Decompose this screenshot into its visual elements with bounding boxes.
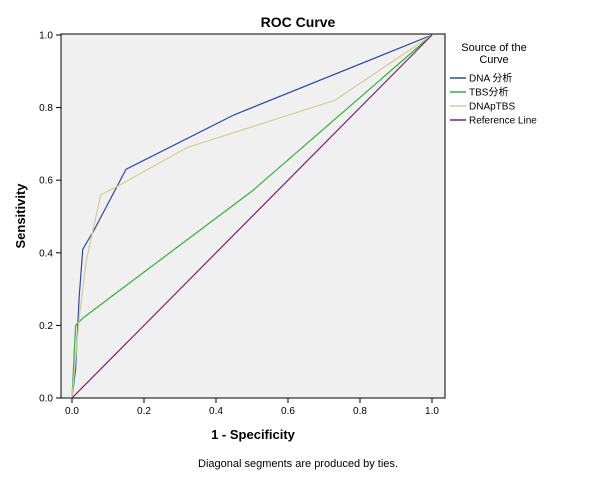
y-axis-ticks: 0.0 0.2 0.4 0.6 0.8 1.0	[39, 31, 61, 405]
legend-label: Reference Line	[469, 116, 537, 127]
x-tick-label: 0.0	[65, 406, 79, 417]
x-tick-label: 0.6	[281, 406, 295, 417]
x-axis-ticks: 0.0 0.2 0.4 0.6 0.8 1.0	[65, 398, 439, 417]
footnote: Diagonal segments are produced by ties.	[198, 458, 398, 470]
y-tick-label: 0.8	[39, 103, 53, 114]
y-axis-title: Sensitivity	[13, 183, 28, 249]
curve-2	[71, 34, 433, 399]
legend-label: TBS分析	[469, 86, 508, 99]
legend-title-line1: Source of the	[461, 42, 526, 54]
y-tick-label: 0.6	[39, 176, 53, 187]
x-tick-label: 0.2	[137, 406, 151, 417]
chart-title: ROC Curve	[261, 14, 336, 30]
y-tick-label: 1.0	[39, 31, 53, 42]
legend-title-line2: Curve	[479, 54, 508, 66]
y-tick-label: 0.4	[39, 248, 53, 259]
y-tick-label: 0.0	[39, 394, 53, 405]
curve-3	[71, 34, 433, 399]
x-tick-label: 1.0	[425, 406, 439, 417]
y-tick-label: 0.2	[39, 321, 53, 332]
x-axis-title: 1 - Specificity	[211, 427, 296, 442]
curves-layer	[71, 34, 433, 399]
x-tick-label: 0.4	[209, 406, 223, 417]
x-tick-label: 0.8	[353, 406, 367, 417]
legend-label: DNA 分析	[469, 72, 512, 85]
curve-4	[71, 34, 433, 399]
legend-label: DNApTBS	[469, 102, 515, 113]
